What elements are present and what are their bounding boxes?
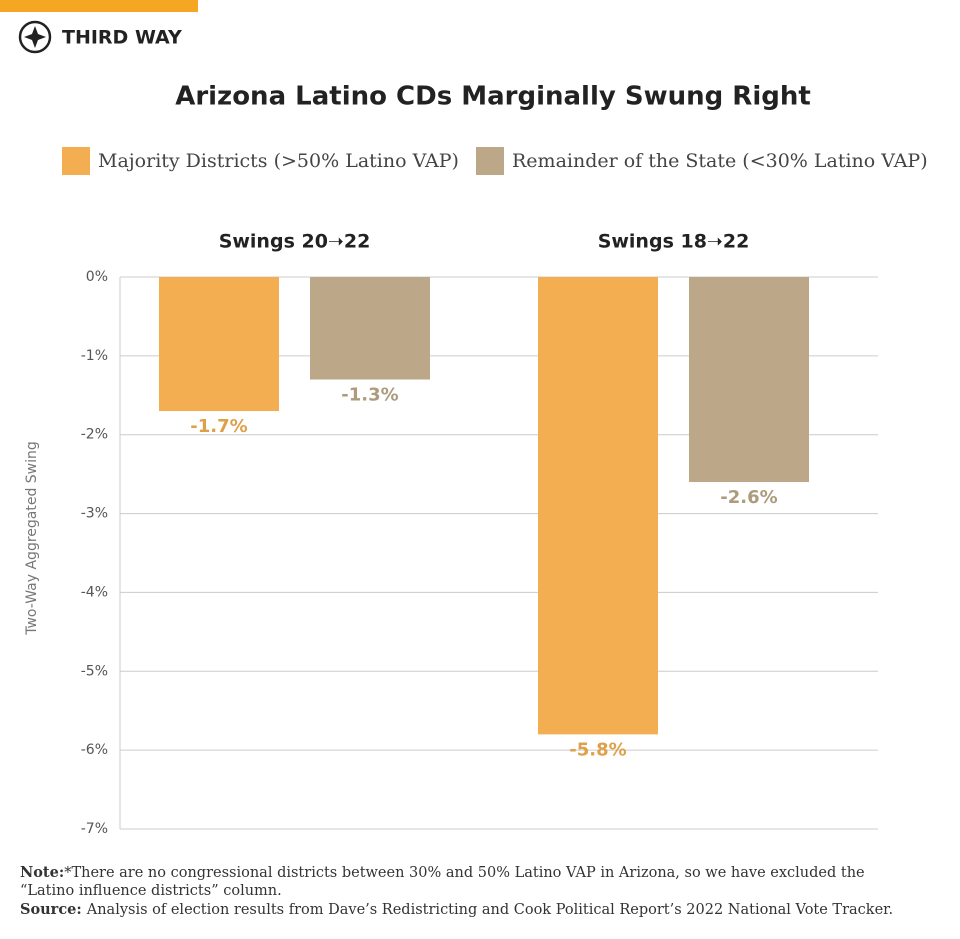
legend-swatch [62,147,90,175]
y-axis-label: Two-Way Aggregated Swing [24,441,40,636]
note-text: “Latino influence districts” column. [20,883,282,899]
bar [689,277,809,483]
top-accent [0,0,198,12]
note: Note:*There are no congressional distric… [20,864,865,881]
logo [18,20,52,54]
bar [538,277,658,735]
brand: THIRD WAY [62,27,182,49]
y-tick-label: 0% [86,269,108,285]
y-tick-label: -1% [81,348,108,364]
legend-label: Majority Districts (>50% Latino VAP) [98,150,459,172]
y-tick-label: -2% [81,427,108,443]
data-label: -2.6% [720,487,777,508]
source-text: Analysis of election results from Dave’s… [86,902,893,918]
bar [159,277,279,412]
chart-title: Arizona Latino CDs Marginally Swung Righ… [175,82,811,112]
bar [310,277,430,380]
data-label: -1.3% [341,385,398,406]
y-tick-label: -7% [81,821,108,837]
y-tick-label: -3% [81,506,108,522]
legend-swatch [476,147,504,175]
y-tick-label: -4% [81,584,108,600]
data-label: -1.7% [190,416,247,437]
y-tick-label: -6% [81,742,108,758]
data-label: -5.8% [569,739,626,760]
source-label: Source: [20,901,82,918]
category-label: Swings 20➝22 [219,231,371,253]
source: Source: Analysis of election results from… [20,901,893,918]
note-text: *There are no congressional districts be… [64,865,864,881]
y-tick-label: -5% [81,663,108,679]
category-label: Swings 18➝22 [598,231,750,253]
note-label: Note: [20,864,64,881]
legend-label: Remainder of the State (<30% Latino VAP) [512,150,928,172]
